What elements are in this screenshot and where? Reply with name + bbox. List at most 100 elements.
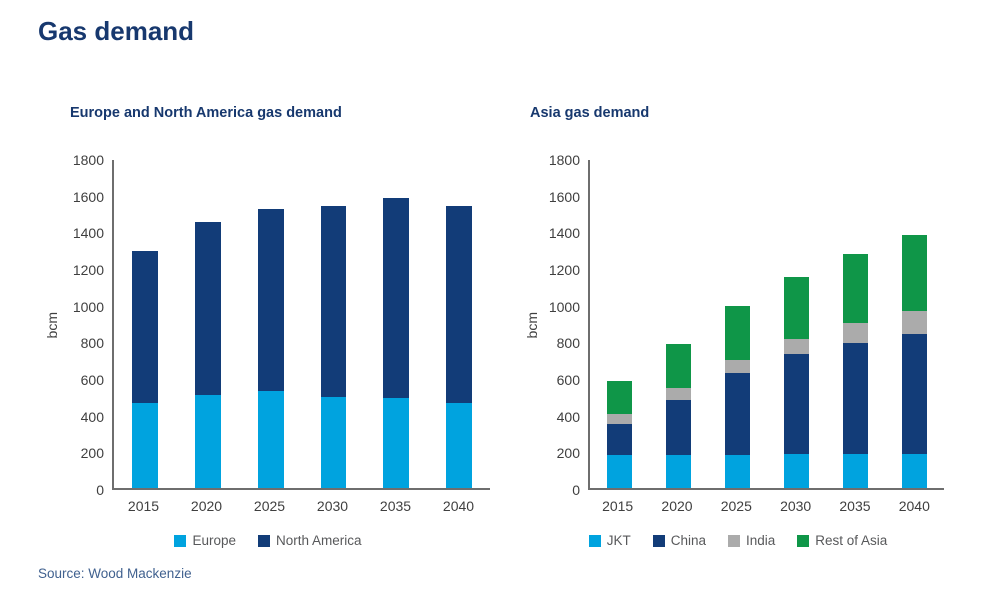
bar-segment-rest-of-asia xyxy=(666,344,691,388)
bar-segment-europe xyxy=(195,395,221,488)
bar-segment-north-america xyxy=(257,209,284,392)
y-tick-label: 200 xyxy=(80,445,104,462)
stacked-bar-2030 xyxy=(784,160,809,488)
x-tick-label: 2040 xyxy=(898,498,930,514)
y-tick-label: 1400 xyxy=(548,225,580,242)
bar-slot xyxy=(767,160,826,488)
legend-item-india: India xyxy=(727,533,776,548)
legend-item-north-america: North America xyxy=(258,533,362,548)
bar-segment-jkt xyxy=(784,454,809,488)
y-tick-label: 0 xyxy=(96,482,104,498)
y-tick-label: 400 xyxy=(80,408,104,425)
legend-swatch xyxy=(797,534,810,547)
legend-item-jkt: JKT xyxy=(588,533,631,548)
legend: Europe North America xyxy=(38,533,498,548)
plot-area xyxy=(588,160,944,490)
y-tick-label: 1800 xyxy=(72,152,104,168)
y-tick-label: 1800 xyxy=(548,152,580,168)
bar-segment-india xyxy=(843,323,868,344)
stacked-bar-2025 xyxy=(257,160,284,488)
y-tick-label: 200 xyxy=(556,445,580,462)
x-tick-label: 2020 xyxy=(190,498,223,514)
bar-segment-europe xyxy=(320,396,347,488)
bar-slot xyxy=(365,160,428,488)
x-tick-label: 2025 xyxy=(720,498,752,514)
legend-label: Rest of Asia xyxy=(815,533,888,548)
bar-segment-north-america xyxy=(195,221,221,396)
bar-segment-china xyxy=(902,334,927,455)
bar-segment-europe xyxy=(383,397,409,488)
bar-segment-north-america xyxy=(132,251,159,404)
chart-europe-north-america: Europe and North America gas demand bcm … xyxy=(38,100,498,570)
legend-item-europe: Europe xyxy=(174,533,236,548)
x-axis: 2015 2020 2025 2030 2035 2040 xyxy=(588,498,944,514)
y-tick-label: 800 xyxy=(80,335,104,352)
bar-segment-india xyxy=(725,360,750,374)
stacked-bar-2020 xyxy=(195,160,221,488)
stacked-bar-2020 xyxy=(666,160,691,488)
y-axis: 0 200 400 600 800 1000 1200 1400 1600 1800 xyxy=(518,153,580,497)
stacked-bar-2025 xyxy=(725,160,750,488)
bar-slot xyxy=(427,160,490,488)
y-tick-label: 1000 xyxy=(548,298,580,315)
legend-item-china: China xyxy=(652,533,706,548)
y-tick-label: 1200 xyxy=(548,262,580,278)
bar-segment-jkt xyxy=(607,455,632,488)
legend-swatch xyxy=(258,534,270,547)
x-tick-label: 2015 xyxy=(602,498,634,514)
stacked-bar-2015 xyxy=(607,160,632,488)
x-tick-label: 2025 xyxy=(253,498,286,514)
bar-segment-europe xyxy=(257,391,284,488)
x-tick-label: 2020 xyxy=(661,498,693,514)
bar-segment-china xyxy=(843,343,868,455)
bar-segment-india xyxy=(784,338,809,355)
legend-label: JKT xyxy=(606,533,631,548)
y-axis: 0 200 400 600 800 1000 1200 1400 1600 1800 xyxy=(38,153,104,497)
bar-segment-rest-of-asia xyxy=(784,276,809,339)
y-tick-label: 600 xyxy=(80,372,104,388)
bar-segment-rest-of-asia xyxy=(607,381,632,415)
x-tick-label: 2040 xyxy=(442,498,475,514)
bar-segment-china xyxy=(725,373,750,456)
y-tick-label: 1000 xyxy=(72,298,104,315)
bar-segment-europe xyxy=(445,403,472,488)
y-tick-label: 800 xyxy=(556,335,580,352)
source-note: Source: Wood Mackenzie xyxy=(38,566,192,581)
bar-slot xyxy=(302,160,365,488)
bar-segment-jkt xyxy=(902,454,927,488)
y-tick-label: 0 xyxy=(572,482,580,498)
bar-slot xyxy=(114,160,177,488)
legend-label: China xyxy=(670,533,706,548)
bar-segment-jkt xyxy=(725,455,750,488)
plot-area xyxy=(112,160,490,490)
stacked-bar-2015 xyxy=(132,160,159,488)
chart-asia: Asia gas demand bcm 0 200 400 600 800 1000 120… xyxy=(518,100,958,570)
y-tick-label: 1200 xyxy=(72,262,104,278)
legend-item-rest-of-asia: Rest of Asia xyxy=(797,533,887,548)
bar-slot xyxy=(649,160,708,488)
bar-segment-jkt xyxy=(666,455,691,488)
bar-slot xyxy=(708,160,767,488)
stacked-bar-2030 xyxy=(320,160,347,488)
x-tick-label: 2030 xyxy=(316,498,349,514)
bar-slot xyxy=(590,160,649,488)
bar-slot xyxy=(177,160,240,488)
bar-segment-north-america xyxy=(445,206,472,404)
legend-swatch xyxy=(652,534,665,547)
bar-slot xyxy=(826,160,885,488)
bar-segment-rest-of-asia xyxy=(725,305,750,361)
legend-label: India xyxy=(745,533,776,548)
bar-segment-rest-of-asia xyxy=(902,234,927,312)
y-tick-label: 400 xyxy=(556,408,580,425)
bar-segment-europe xyxy=(132,403,159,488)
legend-swatch xyxy=(588,534,601,547)
stacked-bar-2040 xyxy=(902,160,927,488)
bar-segment-india xyxy=(607,414,632,425)
bar-segment-china xyxy=(607,424,632,456)
legend-swatch xyxy=(174,534,187,547)
legend-swatch xyxy=(727,534,740,547)
y-tick-label: 1600 xyxy=(72,188,104,205)
y-tick-label: 1600 xyxy=(548,188,580,205)
bar-segment-india xyxy=(666,387,691,400)
